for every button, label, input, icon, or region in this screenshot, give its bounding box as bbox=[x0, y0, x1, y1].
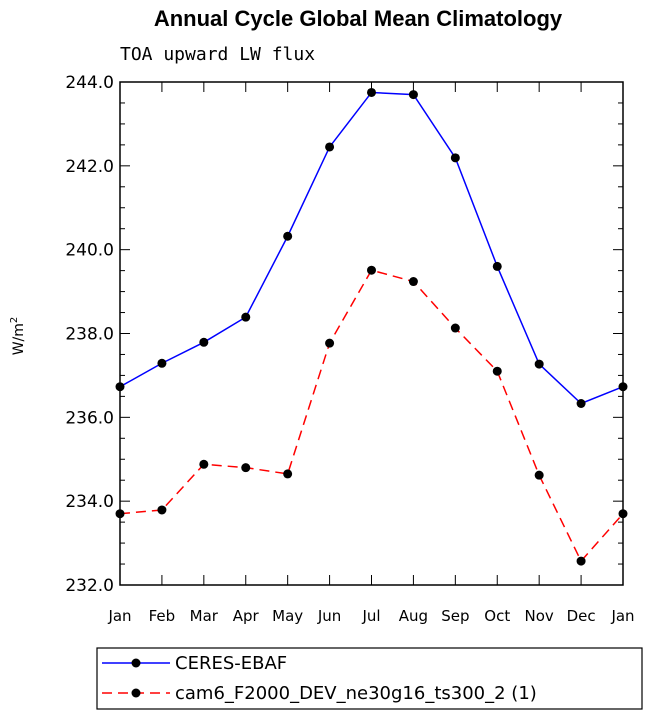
x-tick-label: Feb bbox=[149, 607, 176, 625]
data-point bbox=[199, 459, 209, 469]
legend-swatch-marker bbox=[131, 688, 141, 698]
x-tick-label: Sep bbox=[441, 607, 469, 625]
data-point bbox=[492, 366, 502, 376]
y-tick-label: 238.0 bbox=[65, 325, 114, 345]
x-tick-label: Jun bbox=[317, 607, 341, 625]
series-1 bbox=[115, 87, 628, 409]
data-point bbox=[241, 312, 251, 322]
data-point bbox=[283, 231, 293, 241]
y-tick-label: 234.0 bbox=[65, 492, 114, 512]
x-tick-label: Jul bbox=[361, 607, 380, 625]
data-point bbox=[576, 556, 586, 566]
data-point bbox=[325, 142, 335, 152]
legend-label: cam6_F2000_DEV_ne30g16_ts300_2 (1) bbox=[175, 683, 537, 704]
legend-box bbox=[96, 647, 643, 710]
y-axis-label: W/m2 bbox=[9, 317, 27, 356]
data-point bbox=[115, 382, 125, 392]
x-tick-label: Mar bbox=[190, 607, 219, 625]
data-point bbox=[283, 469, 293, 479]
series-line bbox=[119, 91, 624, 405]
y-tick-label: 240.0 bbox=[65, 241, 114, 261]
data-point bbox=[534, 359, 544, 369]
data-point bbox=[367, 265, 376, 275]
data-point bbox=[576, 399, 586, 409]
data-point bbox=[492, 261, 502, 271]
data-point bbox=[450, 323, 460, 333]
data-point bbox=[408, 277, 418, 287]
data-point bbox=[199, 337, 209, 347]
series-line bbox=[119, 269, 624, 563]
y-tick-label: 244.0 bbox=[65, 73, 114, 93]
data-point bbox=[367, 87, 376, 97]
data-point bbox=[618, 382, 628, 392]
x-tick-label: Nov bbox=[525, 607, 554, 625]
y-axis-label-group: W/m2 bbox=[9, 317, 27, 356]
chart-subtitle: TOA upward LW flux bbox=[120, 44, 315, 65]
x-tick-label: Jan bbox=[610, 607, 634, 625]
series-2 bbox=[115, 265, 628, 566]
series-layer bbox=[115, 87, 628, 566]
data-point bbox=[408, 90, 418, 100]
plot-frame bbox=[119, 81, 624, 586]
legend-swatch-marker bbox=[131, 658, 141, 668]
chart-title: Annual Cycle Global Mean Climatology bbox=[154, 6, 563, 31]
x-tick-label: Oct bbox=[484, 607, 510, 625]
data-point bbox=[115, 509, 125, 519]
legend: CERES-EBAF cam6_F2000_DEV_ne30g16_ts300_2… bbox=[96, 647, 643, 710]
data-point bbox=[450, 153, 460, 163]
plot-axes: 232.0 234.0 236.0 238.0 240.0 242.0 244.0 Jan Fe… bbox=[65, 73, 634, 625]
y-tick-label: 236.0 bbox=[65, 408, 114, 428]
y-tick-label: 242.0 bbox=[65, 157, 114, 177]
y-axis-label-superscript: 2 bbox=[9, 317, 20, 323]
data-point bbox=[618, 509, 628, 519]
data-point bbox=[157, 358, 167, 368]
x-tick-label: Dec bbox=[567, 607, 596, 625]
x-tick-label: Jan bbox=[107, 607, 131, 625]
y-axis-label-text: W/m bbox=[11, 323, 27, 355]
y-tick-label: 232.0 bbox=[65, 576, 114, 596]
x-tick-label: Apr bbox=[233, 607, 260, 625]
data-point bbox=[534, 470, 544, 480]
data-point bbox=[325, 338, 335, 348]
x-tick-label: May bbox=[272, 607, 303, 625]
legend-label: CERES-EBAF bbox=[175, 653, 287, 674]
data-point bbox=[157, 505, 167, 515]
data-point bbox=[241, 463, 251, 473]
x-tick-label: Aug bbox=[399, 607, 428, 625]
